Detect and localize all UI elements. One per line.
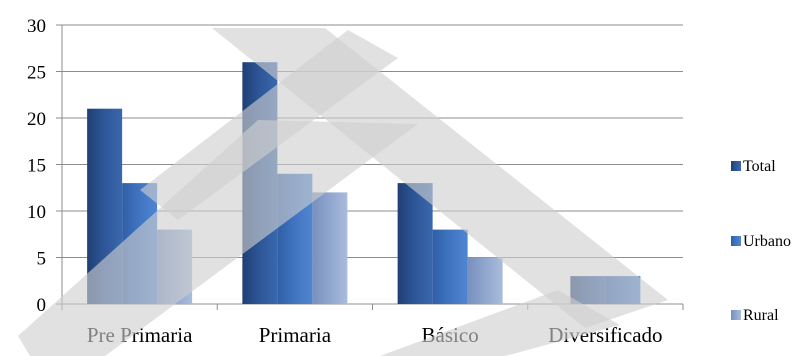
x-category-label: Primaria bbox=[259, 323, 332, 347]
y-tick-label: 5 bbox=[37, 249, 47, 270]
legend-swatch-urbano bbox=[731, 236, 741, 246]
y-tick-label: 0 bbox=[37, 295, 47, 316]
legend-label-rural: Rural bbox=[743, 307, 779, 324]
diagonal-overlay bbox=[18, 28, 668, 356]
diagonal-stripe-bottom bbox=[380, 290, 620, 356]
legend-swatch-total bbox=[731, 161, 741, 171]
legend-label-total: Total bbox=[743, 158, 776, 175]
y-tick-label: 25 bbox=[27, 63, 46, 84]
bar-urbano-b-sico bbox=[432, 229, 468, 304]
diagonal-stripe-lower bbox=[18, 120, 418, 356]
legend-label-urbano: Urbano bbox=[743, 233, 791, 250]
bar-total-b-sico bbox=[397, 183, 433, 304]
y-tick-label: 20 bbox=[27, 109, 46, 130]
y-tick-label: 15 bbox=[27, 156, 46, 177]
y-tick-label: 10 bbox=[27, 202, 46, 223]
bar-rural-b-sico bbox=[467, 257, 503, 304]
bar-rural-primaria bbox=[312, 192, 348, 304]
legend-swatch-rural bbox=[731, 310, 741, 320]
y-tick-label: 30 bbox=[27, 16, 46, 37]
legend: Total Urbano Rural bbox=[731, 158, 791, 324]
